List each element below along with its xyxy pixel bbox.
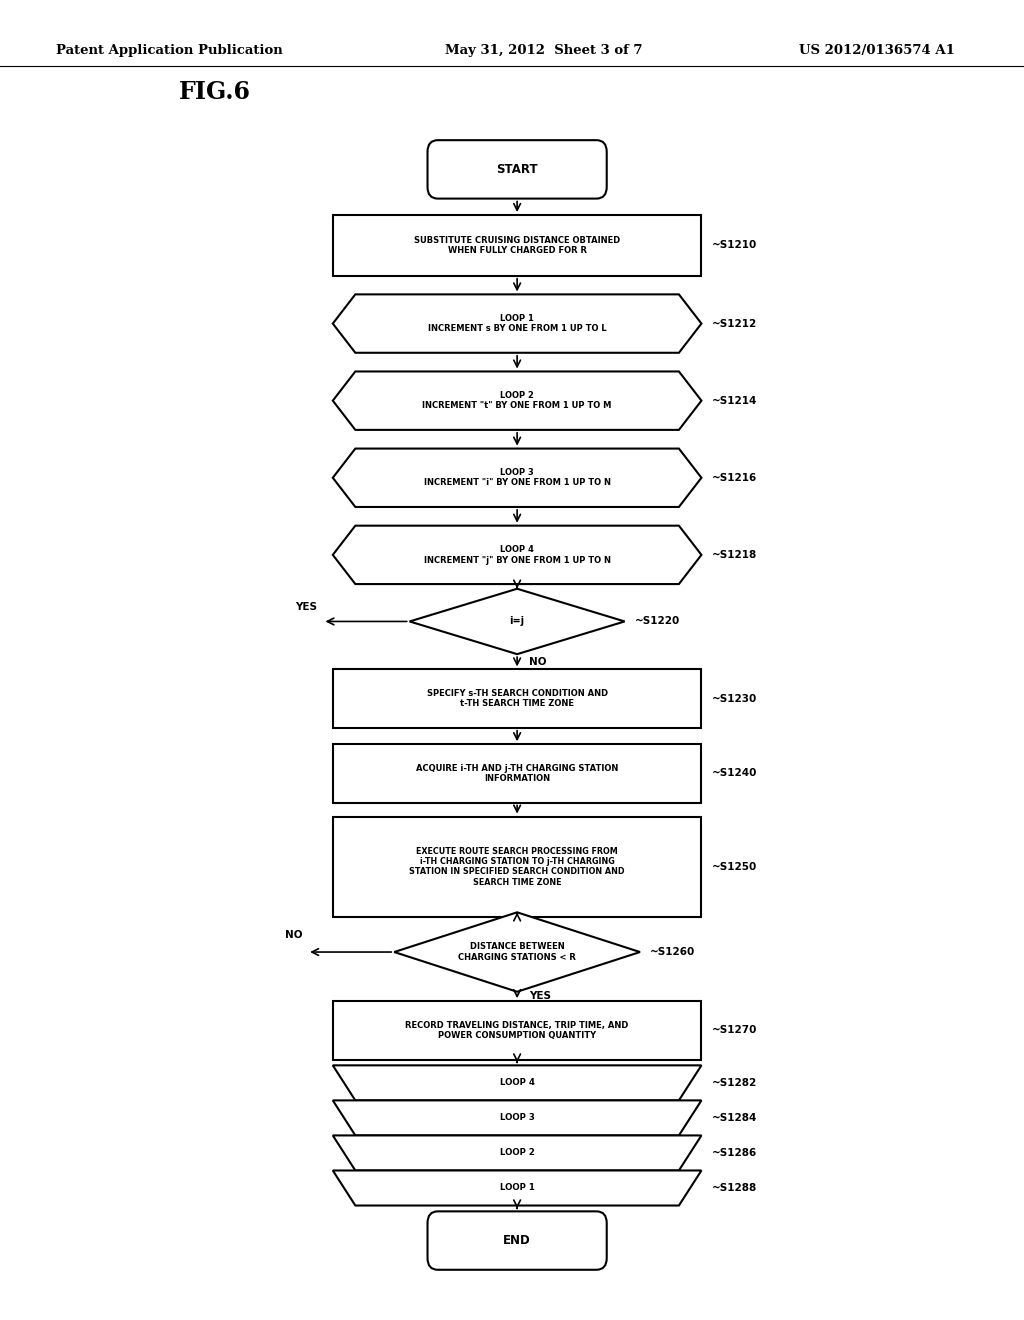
- Text: RECORD TRAVELING DISTANCE, TRIP TIME, AND
POWER CONSUMPTION QUANTITY: RECORD TRAVELING DISTANCE, TRIP TIME, AN…: [406, 1020, 629, 1040]
- Polygon shape: [394, 912, 640, 991]
- Polygon shape: [333, 294, 701, 352]
- Text: LOOP 4
INCREMENT "j" BY ONE FROM 1 UP TO N: LOOP 4 INCREMENT "j" BY ONE FROM 1 UP TO…: [424, 545, 610, 565]
- Text: LOOP 1
INCREMENT s BY ONE FROM 1 UP TO L: LOOP 1 INCREMENT s BY ONE FROM 1 UP TO L: [428, 314, 606, 333]
- Polygon shape: [333, 449, 701, 507]
- Text: SUBSTITUTE CRUISING DISTANCE OBTAINED
WHEN FULLY CHARGED FOR R: SUBSTITUTE CRUISING DISTANCE OBTAINED WH…: [414, 235, 621, 255]
- FancyBboxPatch shape: [428, 140, 606, 198]
- Text: LOOP 3
INCREMENT "i" BY ONE FROM 1 UP TO N: LOOP 3 INCREMENT "i" BY ONE FROM 1 UP TO…: [424, 469, 610, 487]
- Text: ACQUIRE i-TH AND j-TH CHARGING STATION
INFORMATION: ACQUIRE i-TH AND j-TH CHARGING STATION I…: [416, 763, 618, 783]
- Text: YES: YES: [296, 602, 317, 612]
- Text: ~S1282: ~S1282: [712, 1078, 757, 1088]
- Polygon shape: [333, 1135, 701, 1171]
- Text: SPECIFY s-TH SEARCH CONDITION AND
t-TH SEARCH TIME ZONE: SPECIFY s-TH SEARCH CONDITION AND t-TH S…: [427, 689, 607, 709]
- Polygon shape: [333, 371, 701, 430]
- Text: i=j: i=j: [510, 616, 524, 627]
- Bar: [333, 1001, 701, 1060]
- Text: YES: YES: [529, 991, 551, 1002]
- Text: NO: NO: [285, 931, 302, 940]
- Text: ~S1284: ~S1284: [712, 1113, 757, 1123]
- Bar: [333, 817, 701, 917]
- Text: LOOP 2
INCREMENT "t" BY ONE FROM 1 UP TO M: LOOP 2 INCREMENT "t" BY ONE FROM 1 UP TO…: [423, 391, 611, 411]
- Text: LOOP 2: LOOP 2: [500, 1148, 535, 1158]
- Text: LOOP 3: LOOP 3: [500, 1113, 535, 1122]
- FancyBboxPatch shape: [428, 1212, 606, 1270]
- Text: ~S1288: ~S1288: [712, 1183, 757, 1193]
- Text: DISTANCE BETWEEN
CHARGING STATIONS < R: DISTANCE BETWEEN CHARGING STATIONS < R: [458, 942, 577, 962]
- Text: END: END: [503, 1234, 531, 1247]
- Text: US 2012/0136574 A1: US 2012/0136574 A1: [799, 44, 954, 57]
- Text: ~S1214: ~S1214: [712, 396, 757, 405]
- Polygon shape: [333, 1101, 701, 1135]
- Text: ~S1260: ~S1260: [650, 946, 695, 957]
- Bar: [333, 669, 701, 727]
- Text: ~S1240: ~S1240: [712, 768, 757, 779]
- Text: May 31, 2012  Sheet 3 of 7: May 31, 2012 Sheet 3 of 7: [445, 44, 643, 57]
- Bar: [333, 744, 701, 803]
- Text: ~S1212: ~S1212: [712, 318, 757, 329]
- Text: ~S1210: ~S1210: [712, 240, 757, 251]
- Polygon shape: [333, 1171, 701, 1205]
- Text: LOOP 1: LOOP 1: [500, 1184, 535, 1192]
- Text: ~S1216: ~S1216: [712, 473, 757, 483]
- Text: FIG.6: FIG.6: [179, 81, 251, 104]
- Text: ~S1218: ~S1218: [712, 550, 757, 560]
- Text: ~S1220: ~S1220: [635, 616, 680, 627]
- Text: NO: NO: [529, 657, 547, 667]
- Text: ~S1270: ~S1270: [712, 1026, 757, 1035]
- Polygon shape: [333, 1065, 701, 1101]
- Text: EXECUTE ROUTE SEARCH PROCESSING FROM
i-TH CHARGING STATION TO j-TH CHARGING
STAT: EXECUTE ROUTE SEARCH PROCESSING FROM i-T…: [410, 846, 625, 887]
- Text: ~S1286: ~S1286: [712, 1148, 757, 1158]
- Text: Patent Application Publication: Patent Application Publication: [56, 44, 283, 57]
- Bar: [333, 215, 701, 276]
- Polygon shape: [410, 589, 625, 655]
- Text: ~S1230: ~S1230: [712, 693, 757, 704]
- Text: START: START: [497, 162, 538, 176]
- Polygon shape: [333, 525, 701, 583]
- Text: LOOP 4: LOOP 4: [500, 1078, 535, 1088]
- Text: ~S1250: ~S1250: [712, 862, 757, 871]
